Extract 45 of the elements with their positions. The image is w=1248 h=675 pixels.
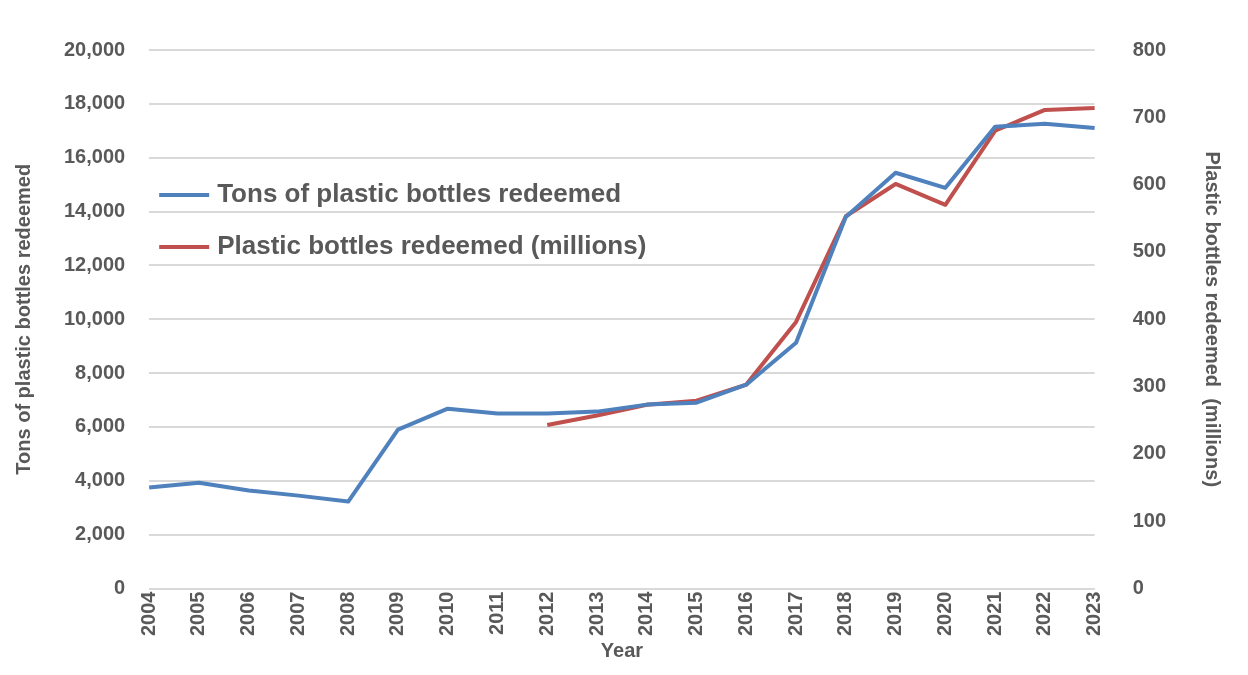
x-tick-label: 2004 xyxy=(136,590,159,637)
x-tick-label: 2019 xyxy=(883,591,906,637)
y2-tick-label: 300 xyxy=(1132,374,1167,397)
x-tick-label: 2009 xyxy=(385,591,408,637)
x-tick-label: 2023 xyxy=(1082,591,1105,637)
y-tick-label: 16,000 xyxy=(64,145,126,168)
y-tick-label: 2,000 xyxy=(75,522,126,545)
x-axis-title: Year xyxy=(600,638,644,661)
y-tick-label: 4,000 xyxy=(75,468,126,491)
y-axis-title: Tons of plastic bottles redeemed xyxy=(11,163,34,475)
x-tick-label: 2021 xyxy=(982,591,1005,637)
legend-label: Tons of plastic bottles redeemed xyxy=(217,178,622,209)
y2-tick-label: 0 xyxy=(1132,576,1144,599)
y2-tick-label: 200 xyxy=(1132,441,1167,464)
x-tick-label: 2005 xyxy=(186,591,209,637)
x-tick-label: 2010 xyxy=(435,591,458,637)
y-tick-label: 0 xyxy=(114,576,126,599)
x-tick-label: 2012 xyxy=(534,591,557,637)
y-tick-label: 6,000 xyxy=(75,414,126,437)
x-tick-label: 2013 xyxy=(584,591,607,637)
x-tick-label: 2014 xyxy=(634,590,657,637)
legend-label: Plastic bottles redeemed (millions) xyxy=(217,230,647,261)
y2-tick-label: 700 xyxy=(1132,104,1167,127)
x-tick-label: 2016 xyxy=(733,591,756,637)
x-tick-label: 2022 xyxy=(1032,591,1055,637)
y-tick-label: 14,000 xyxy=(64,199,126,222)
y-tick-label: 12,000 xyxy=(64,252,126,275)
x-tick-label: 2008 xyxy=(335,591,358,637)
y-tick-label: 18,000 xyxy=(64,91,126,114)
x-tick-label: 2017 xyxy=(783,591,806,637)
x-tick-label: 2018 xyxy=(833,591,856,637)
y-tick-label: 10,000 xyxy=(64,306,126,329)
x-tick-label: 2006 xyxy=(236,591,259,637)
y2-tick-label: 600 xyxy=(1132,172,1167,195)
y2-tick-label: 500 xyxy=(1132,239,1167,262)
x-tick-label: 2007 xyxy=(285,591,308,637)
x-tick-label: 2011 xyxy=(485,591,508,635)
y2-axis-title: Plastic bottles redeemed (millions) xyxy=(1202,151,1225,488)
x-tick-label: 2020 xyxy=(932,591,955,637)
y-tick-label: 8,000 xyxy=(75,360,126,383)
x-tick-label: 2015 xyxy=(684,591,707,637)
y2-tick-label: 800 xyxy=(1132,37,1167,60)
y2-tick-label: 400 xyxy=(1132,306,1167,329)
y2-tick-label: 100 xyxy=(1132,508,1167,531)
y-tick-label: 20,000 xyxy=(64,37,126,60)
